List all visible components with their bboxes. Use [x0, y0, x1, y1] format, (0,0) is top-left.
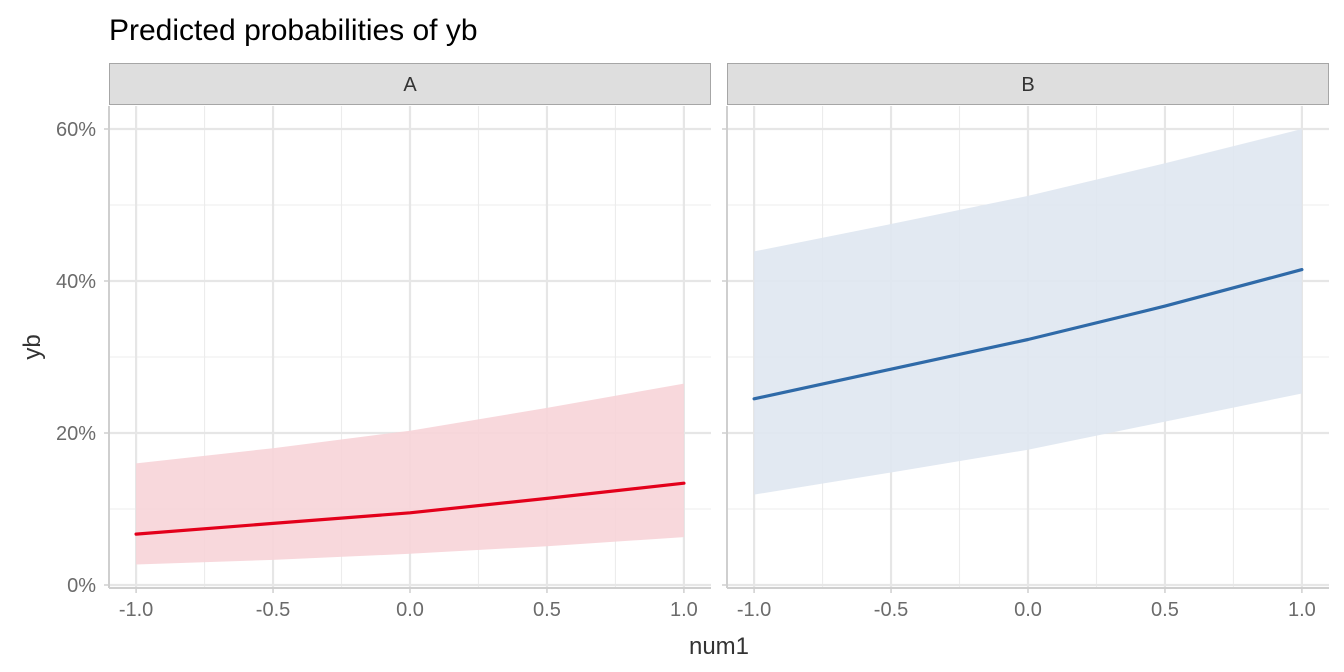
- x-tick-label: 0.0: [1014, 599, 1042, 621]
- y-tick-label: 60%: [56, 119, 96, 141]
- x-tick-label: -1.0: [119, 599, 153, 621]
- facet-strip-label: B: [1021, 74, 1034, 96]
- panels: 0% 20% 40% 60% A -1.0 -0.5 0.0 0.5 1.0 B -1.0 -0.5 0.…: [56, 63, 1329, 621]
- chart-title: Predicted probabilities of yb: [109, 14, 478, 47]
- facet-strip: [109, 63, 711, 105]
- x-tick-label: -0.5: [256, 599, 290, 621]
- prediction-line: [134, 481, 686, 536]
- panel-a: A -1.0 -0.5 0.0 0.5 1.0: [104, 63, 711, 621]
- confidence-band: [754, 129, 1302, 495]
- facet-strip-label: A: [403, 74, 417, 96]
- y-tick-label: 20%: [56, 423, 96, 445]
- x-tick-label: 1.0: [1288, 599, 1316, 621]
- panel-b: B -1.0 -0.5 0.0 0.5 1.0: [722, 63, 1329, 621]
- confidence-band: [136, 383, 684, 565]
- facet-strip: [727, 63, 1329, 105]
- y-tick-label: 40%: [56, 271, 96, 293]
- x-tick-label: -0.5: [874, 599, 908, 621]
- y-axis-title: yb: [19, 334, 46, 359]
- x-tick-label: -1.0: [737, 599, 771, 621]
- y-tick-labels: 0% 20% 40% 60%: [56, 119, 96, 597]
- y-tick-label: 0%: [67, 575, 96, 597]
- prediction-line: [752, 268, 1304, 401]
- x-tick-label: 0.0: [396, 599, 424, 621]
- x-tick-label: 1.0: [670, 599, 698, 621]
- x-tick-label: 0.5: [1151, 599, 1179, 621]
- x-axis-title: num1: [689, 633, 749, 660]
- x-tick-label: 0.5: [533, 599, 561, 621]
